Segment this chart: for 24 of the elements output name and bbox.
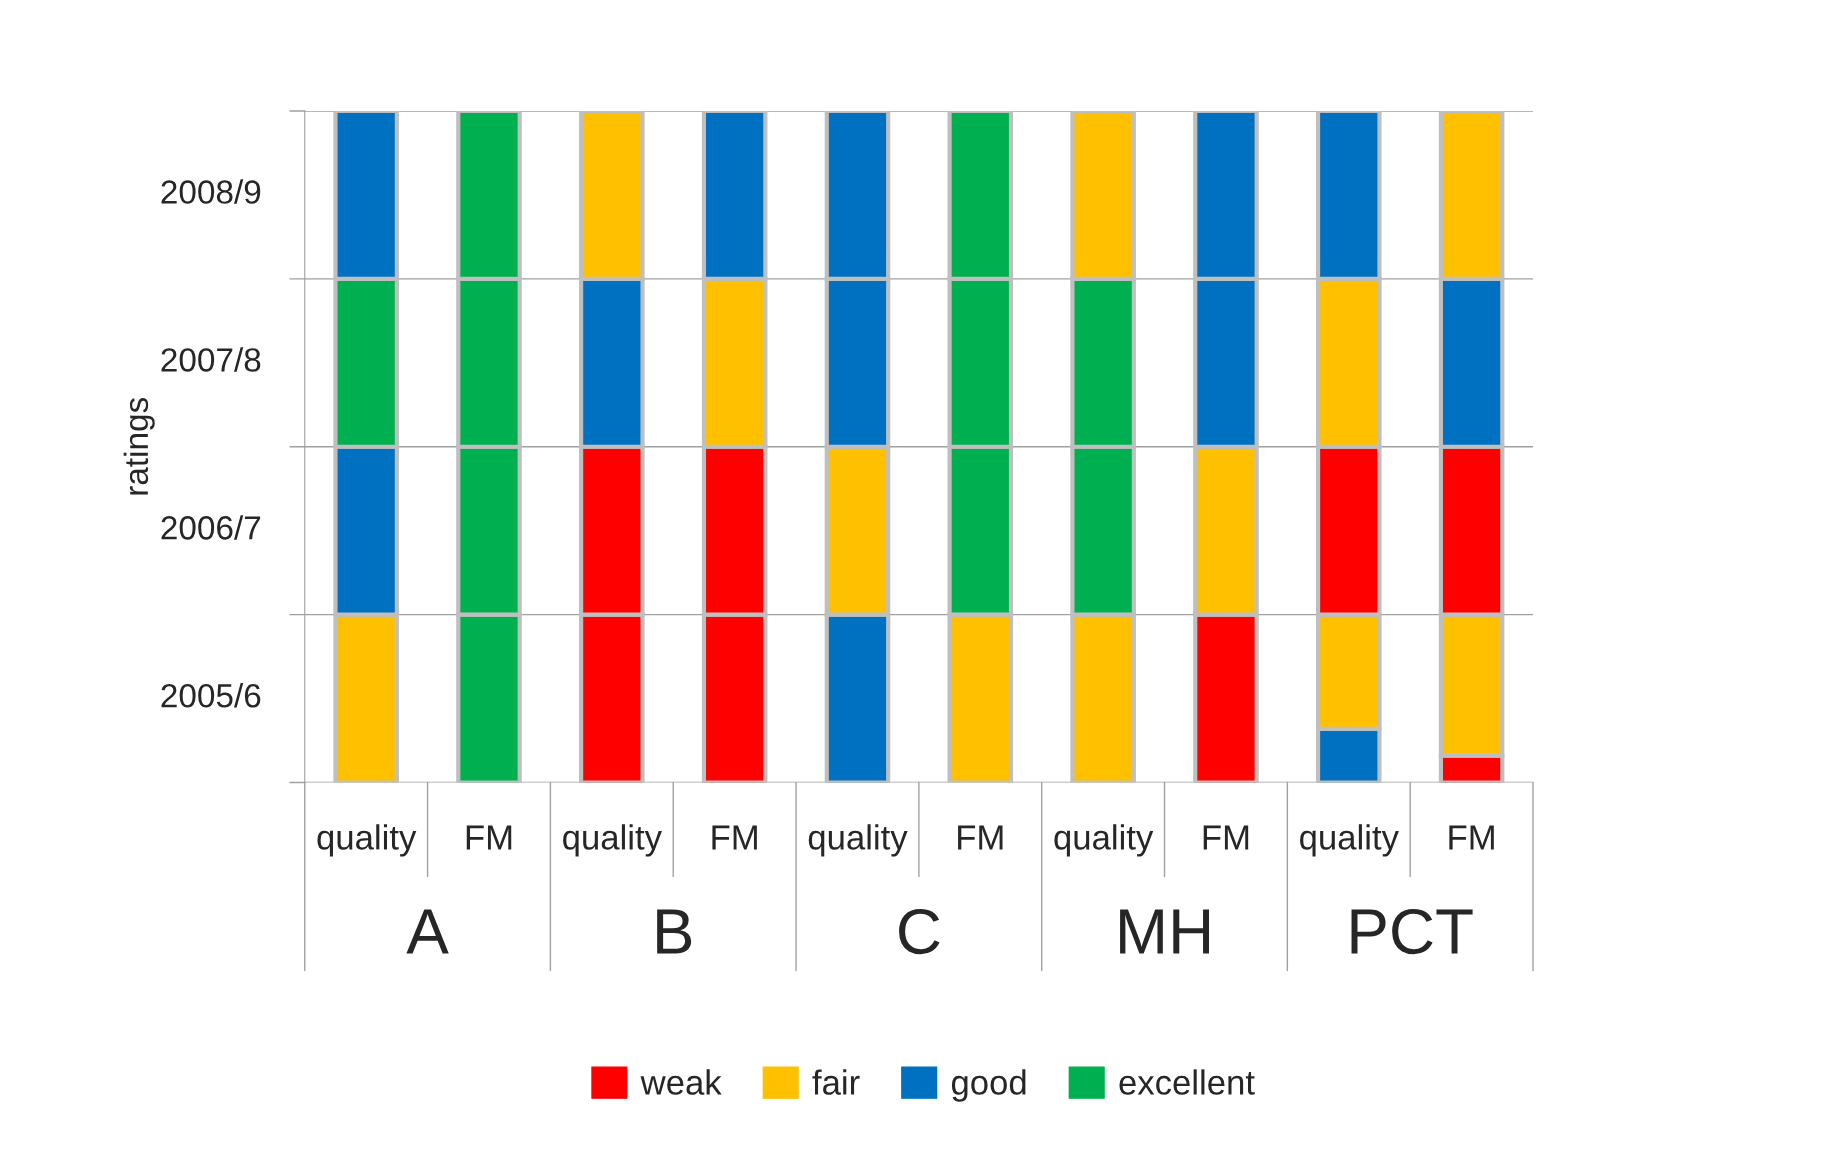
- legend-label: weak: [640, 1069, 722, 1095]
- text: 2008/9: [161, 179, 261, 204]
- text: 2007/8: [161, 347, 261, 372]
- x-tick-label: quality: [1300, 824, 1399, 857]
- text: 2005/6: [161, 683, 261, 708]
- text: 2006/7: [161, 515, 261, 540]
- x-tick-label: quality: [563, 824, 662, 857]
- x-tick-label: FM: [466, 825, 512, 850]
- x-tick-label: FM: [958, 825, 1003, 850]
- text: C: [899, 908, 940, 955]
- x-tick-label: FM: [1203, 825, 1249, 850]
- text: PCT: [1351, 908, 1473, 955]
- x-tick-label: quality: [808, 824, 908, 857]
- text: A: [406, 909, 449, 954]
- text: B: [657, 909, 692, 954]
- x-tick-label: quality: [1054, 824, 1154, 857]
- x-tick-label: quality: [317, 824, 417, 857]
- x-tick-label: FM: [712, 825, 757, 850]
- legend-label: excellent: [1119, 1069, 1255, 1095]
- x-tick-label: FM: [1449, 825, 1494, 850]
- legend-label: good: [951, 1069, 1026, 1102]
- legend-label: fair: [812, 1069, 860, 1095]
- y-axis-title: ratings: [123, 397, 155, 495]
- text: MH: [1120, 909, 1209, 954]
